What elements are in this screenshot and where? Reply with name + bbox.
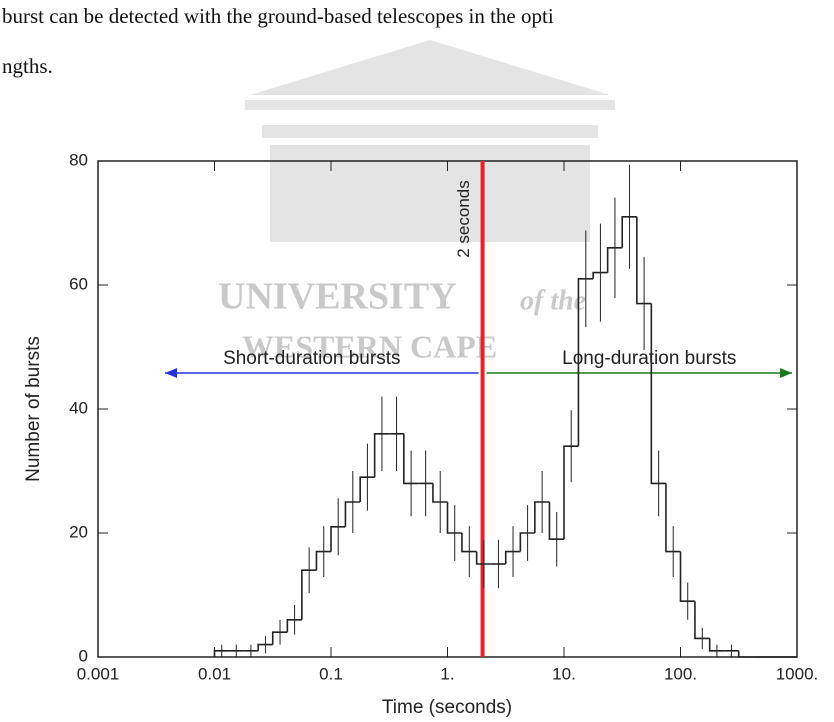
x-tick-label: 0.1 [319,664,343,683]
watermark-building [245,40,615,242]
x-axis-label: Time (seconds) [382,697,512,718]
histogram-step [739,651,754,657]
body-text: ngths. [2,54,53,78]
y-tick-label: 60 [69,274,88,293]
y-tick-label: 0 [79,646,88,665]
threshold-label: 2 seconds [454,180,473,258]
y-axis-label: Number of bursts [23,336,44,482]
y-tick-label: 40 [69,398,88,417]
arrow-label: Long-duration bursts [562,348,736,369]
arrow-head [165,368,177,378]
x-tick-label: 1. [440,664,454,683]
x-tick-label: 1000. [776,664,819,683]
y-tick-label: 20 [69,522,88,541]
arrow-head [780,368,792,378]
page-svg: burst can be detected with the ground-ba… [0,0,834,722]
watermark-text: of the [520,285,586,316]
watermark-text: UNIVERSITY [218,276,457,318]
x-tick-label: 10. [552,664,576,683]
y-tick-label: 80 [69,150,88,169]
arrow-label: Short-duration bursts [223,348,400,369]
x-tick-label: 0.001 [77,664,120,683]
x-tick-label: 0.01 [198,664,231,683]
x-tick-label: 100. [664,664,697,683]
page: {"document": {"lines": ["burst can be de… [0,0,834,722]
body-text: burst can be detected with the ground-ba… [2,4,554,28]
watermark: UNIVERSITY of the WESTERN CAPE [218,40,615,364]
